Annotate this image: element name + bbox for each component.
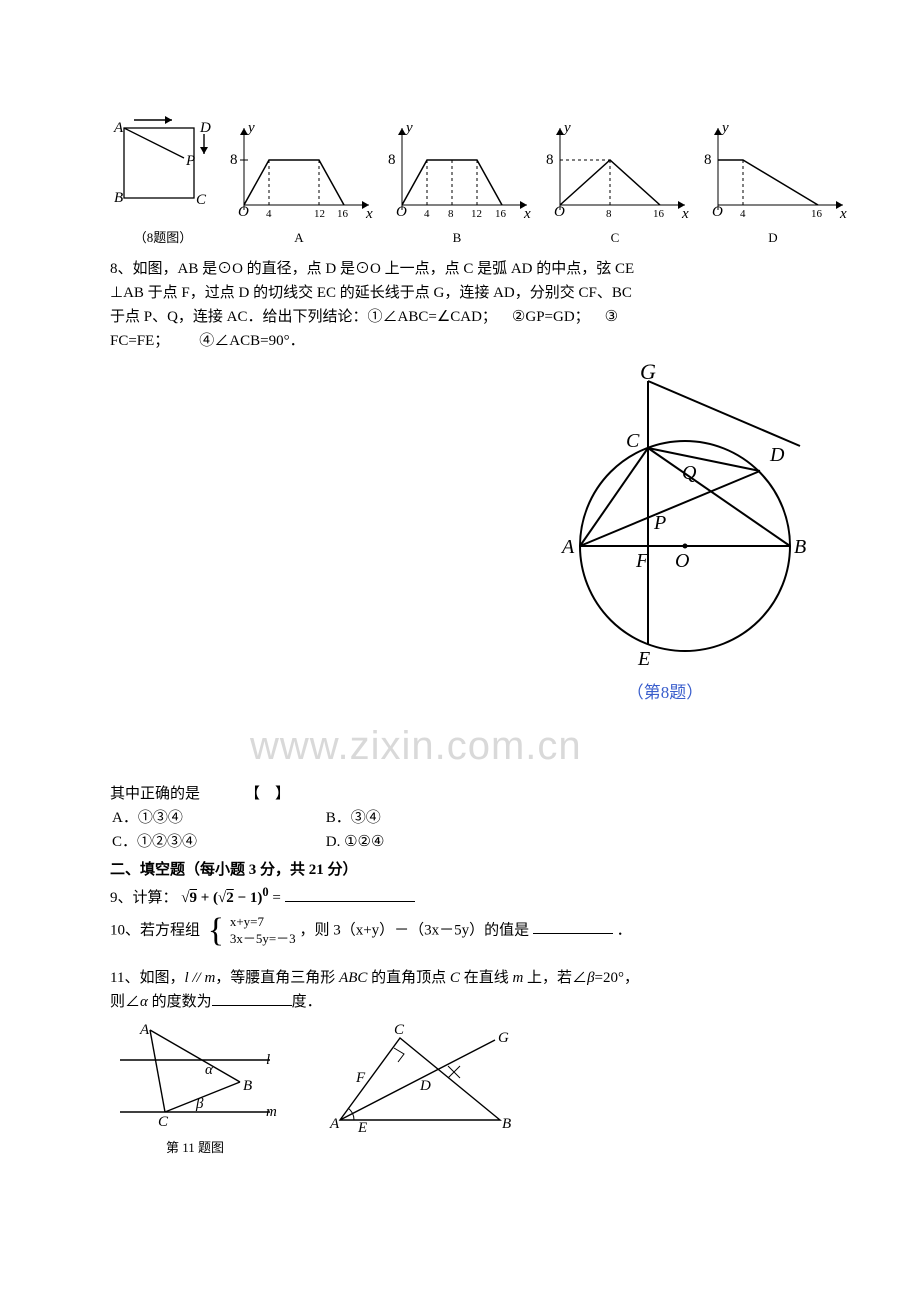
svg-text:A: A [139, 1022, 150, 1038]
lbl-A: A [113, 120, 124, 136]
q8-fig-caption: （第8题） [520, 679, 810, 706]
svg-text:4: 4 [424, 208, 430, 220]
svg-text:O: O [675, 550, 689, 572]
svg-text:y: y [562, 120, 571, 136]
svg-text:C: C [158, 1114, 169, 1130]
q8-stem: 其中正确的是 【 】 [110, 782, 810, 806]
yt8: 8 [230, 152, 238, 168]
q8-line4: FC=FE； ④∠ACB=90°． [110, 329, 810, 353]
q8-choices-row1: A．①③④ B．③④ [112, 806, 810, 830]
xlab: x [365, 206, 373, 220]
q8-line1: 8、如图，AB 是⊙O 的直径，点 D 是⊙O 上一点，点 C 是弧 AD 的中… [110, 257, 810, 281]
q8-choices-row2: C．①②③④ D. ①②④ [112, 830, 810, 854]
q10-prefix: 10、若方程组 [110, 922, 200, 938]
svg-text:16: 16 [653, 208, 665, 220]
q9-prefix: 9、计算： [110, 890, 178, 906]
svg-text:β: β [195, 1096, 204, 1112]
svg-text:12: 12 [314, 208, 325, 220]
svg-text:O: O [396, 204, 407, 220]
q10-tail: ． [617, 922, 632, 938]
lbl-D: D [199, 120, 211, 136]
svg-text:E: E [637, 648, 650, 670]
svg-text:8: 8 [388, 152, 396, 168]
q9-blank[interactable] [285, 887, 415, 902]
svg-text:16: 16 [811, 208, 823, 220]
svg-text:A: A [560, 536, 575, 558]
svg-text:O: O [238, 204, 249, 220]
svg-text:16: 16 [337, 208, 349, 220]
q8-circle-figure: G C D Q A P F O B E （第8题） [520, 361, 810, 706]
svg-text:12: 12 [471, 208, 482, 220]
graph-A: y x O 8 4 12 16 A [224, 120, 374, 249]
svg-text:C: C [394, 1022, 405, 1038]
q10-eq1: x+y=7 [230, 914, 296, 931]
square-caption: （8题图） [110, 228, 216, 249]
square-abcd-figure: A B C D P （8题图） [110, 110, 216, 249]
svg-text:8: 8 [704, 152, 712, 168]
q10: 10、若方程组 { x+y=7 3x－5y=－3 ，则 3（x+y）－（3x－5… [110, 914, 810, 948]
svg-text:l: l [266, 1052, 270, 1068]
svg-text:16: 16 [495, 208, 507, 220]
svg-text:D: D [769, 444, 785, 466]
q10-mid: ，则 3（x+y）－（3x－5y）的值是 [299, 922, 529, 938]
q11-figure2: A B C D E F G [320, 1020, 520, 1159]
ylab: y [246, 120, 255, 136]
q8-graph-row: A B C D P （8题图） y x O 8 4 12 16 A [110, 110, 810, 249]
svg-text:P: P [653, 512, 666, 534]
cap-B: B [382, 228, 532, 249]
svg-text:x: x [839, 206, 847, 220]
q11-figure1: A B C α β l m 第 11 题图 [110, 1020, 280, 1159]
svg-text:Q: Q [682, 462, 697, 484]
svg-text:m: m [266, 1104, 277, 1120]
svg-text:x: x [523, 206, 531, 220]
svg-text:G: G [498, 1030, 509, 1046]
svg-text:O: O [712, 204, 723, 220]
q11-fig1-caption: 第 11 题图 [110, 1138, 280, 1159]
section2-title: 二、填空题（每小题 3 分，共 21 分） [110, 858, 810, 882]
svg-text:F: F [355, 1070, 366, 1086]
svg-text:8: 8 [606, 208, 612, 220]
svg-text:y: y [720, 120, 729, 136]
svg-text:A: A [329, 1116, 340, 1132]
graph-D: y x O 8 4 16 D [698, 120, 848, 249]
svg-text:O: O [554, 204, 565, 220]
svg-text:B: B [243, 1078, 252, 1094]
q10-blank[interactable] [533, 920, 613, 935]
svg-text:D: D [419, 1078, 431, 1094]
svg-text:4: 4 [740, 208, 746, 220]
svg-text:B: B [794, 536, 806, 558]
svg-text:B: B [502, 1116, 511, 1132]
q8-problem-text: 8、如图，AB 是⊙O 的直径，点 D 是⊙O 上一点，点 C 是弧 AD 的中… [110, 257, 810, 353]
cap-D: D [698, 228, 848, 249]
svg-text:C: C [626, 430, 640, 452]
q11: 11、如图，l // m，等腰直角三角形 ABC 的直角顶点 C 在直线 m 上… [110, 966, 810, 1014]
choice-B: B．③④ [326, 806, 536, 830]
graph-B: y x O 8 4 8 12 16 B [382, 120, 532, 249]
choice-A: A．①③④ [112, 806, 322, 830]
svg-text:x: x [681, 206, 689, 220]
svg-text:E: E [357, 1120, 367, 1136]
lbl-P: P [185, 153, 195, 169]
svg-text:F: F [635, 550, 649, 572]
svg-text:8: 8 [546, 152, 554, 168]
q8-line3: 于点 P、Q，连接 AC．给出下列结论：①∠ABC=∠CAD； ②GP=GD； … [110, 305, 810, 329]
brace-icon: { [208, 914, 224, 948]
q8-line2: ⊥AB 于点 F，过点 D 的切线交 EC 的延长线于点 G，连接 AD，分别交… [110, 281, 810, 305]
q11-blank[interactable] [212, 991, 292, 1006]
graph-C: y x O 8 8 16 C [540, 120, 690, 249]
svg-text:8: 8 [448, 208, 454, 220]
q9: 9、计算： √9 + (√2 − 1)0 = [110, 882, 810, 910]
svg-text:4: 4 [266, 208, 272, 220]
lbl-C: C [196, 192, 207, 208]
svg-text:α: α [205, 1062, 214, 1078]
cap-A: A [224, 228, 374, 249]
cap-C: C [540, 228, 690, 249]
choice-D: D. ①②④ [326, 830, 536, 854]
lbl-B: B [114, 190, 123, 206]
svg-text:G: G [640, 361, 656, 384]
choice-C: C．①②③④ [112, 830, 322, 854]
q10-eq2: 3x－5y=－3 [230, 931, 296, 948]
svg-text:y: y [404, 120, 413, 136]
